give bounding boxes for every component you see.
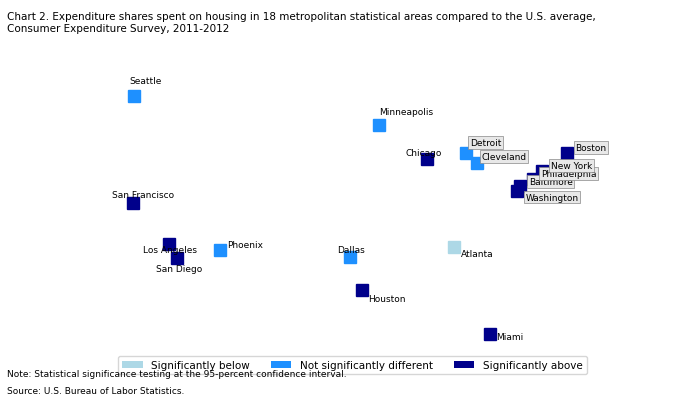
Text: Chart 2. Expenditure shares spent on housing in 18 metropolitan statistical area: Chart 2. Expenditure shares spent on hou…	[7, 12, 596, 34]
Text: Boston: Boston	[576, 144, 607, 153]
Text: Philadelphia: Philadelphia	[541, 170, 596, 179]
Legend: Significantly below, Not significantly different, Significantly above: Significantly below, Not significantly d…	[117, 356, 587, 375]
Text: Los Angeles: Los Angeles	[144, 246, 197, 255]
Text: Note: Statistical significance testing at the 95-percent confidence interval.: Note: Statistical significance testing a…	[7, 369, 346, 378]
Text: Source: U.S. Bureau of Labor Statistics.: Source: U.S. Bureau of Labor Statistics.	[7, 386, 184, 395]
Text: Detroit: Detroit	[470, 138, 502, 147]
Text: Miami: Miami	[497, 333, 524, 342]
Text: Minneapolis: Minneapolis	[379, 108, 433, 117]
Text: Dallas: Dallas	[337, 245, 365, 254]
Text: Phoenix: Phoenix	[227, 240, 263, 249]
Text: Chicago: Chicago	[406, 149, 442, 158]
Text: Atlanta: Atlanta	[461, 249, 494, 258]
Text: New York: New York	[551, 162, 592, 171]
Text: Houston: Houston	[368, 294, 406, 303]
Text: San Francisco: San Francisco	[112, 191, 174, 200]
Text: Seattle: Seattle	[130, 77, 162, 86]
Text: San Diego: San Diego	[156, 265, 202, 274]
Text: Baltimore: Baltimore	[529, 178, 572, 187]
Text: Cleveland: Cleveland	[482, 153, 526, 162]
Text: Washington: Washington	[526, 193, 578, 202]
